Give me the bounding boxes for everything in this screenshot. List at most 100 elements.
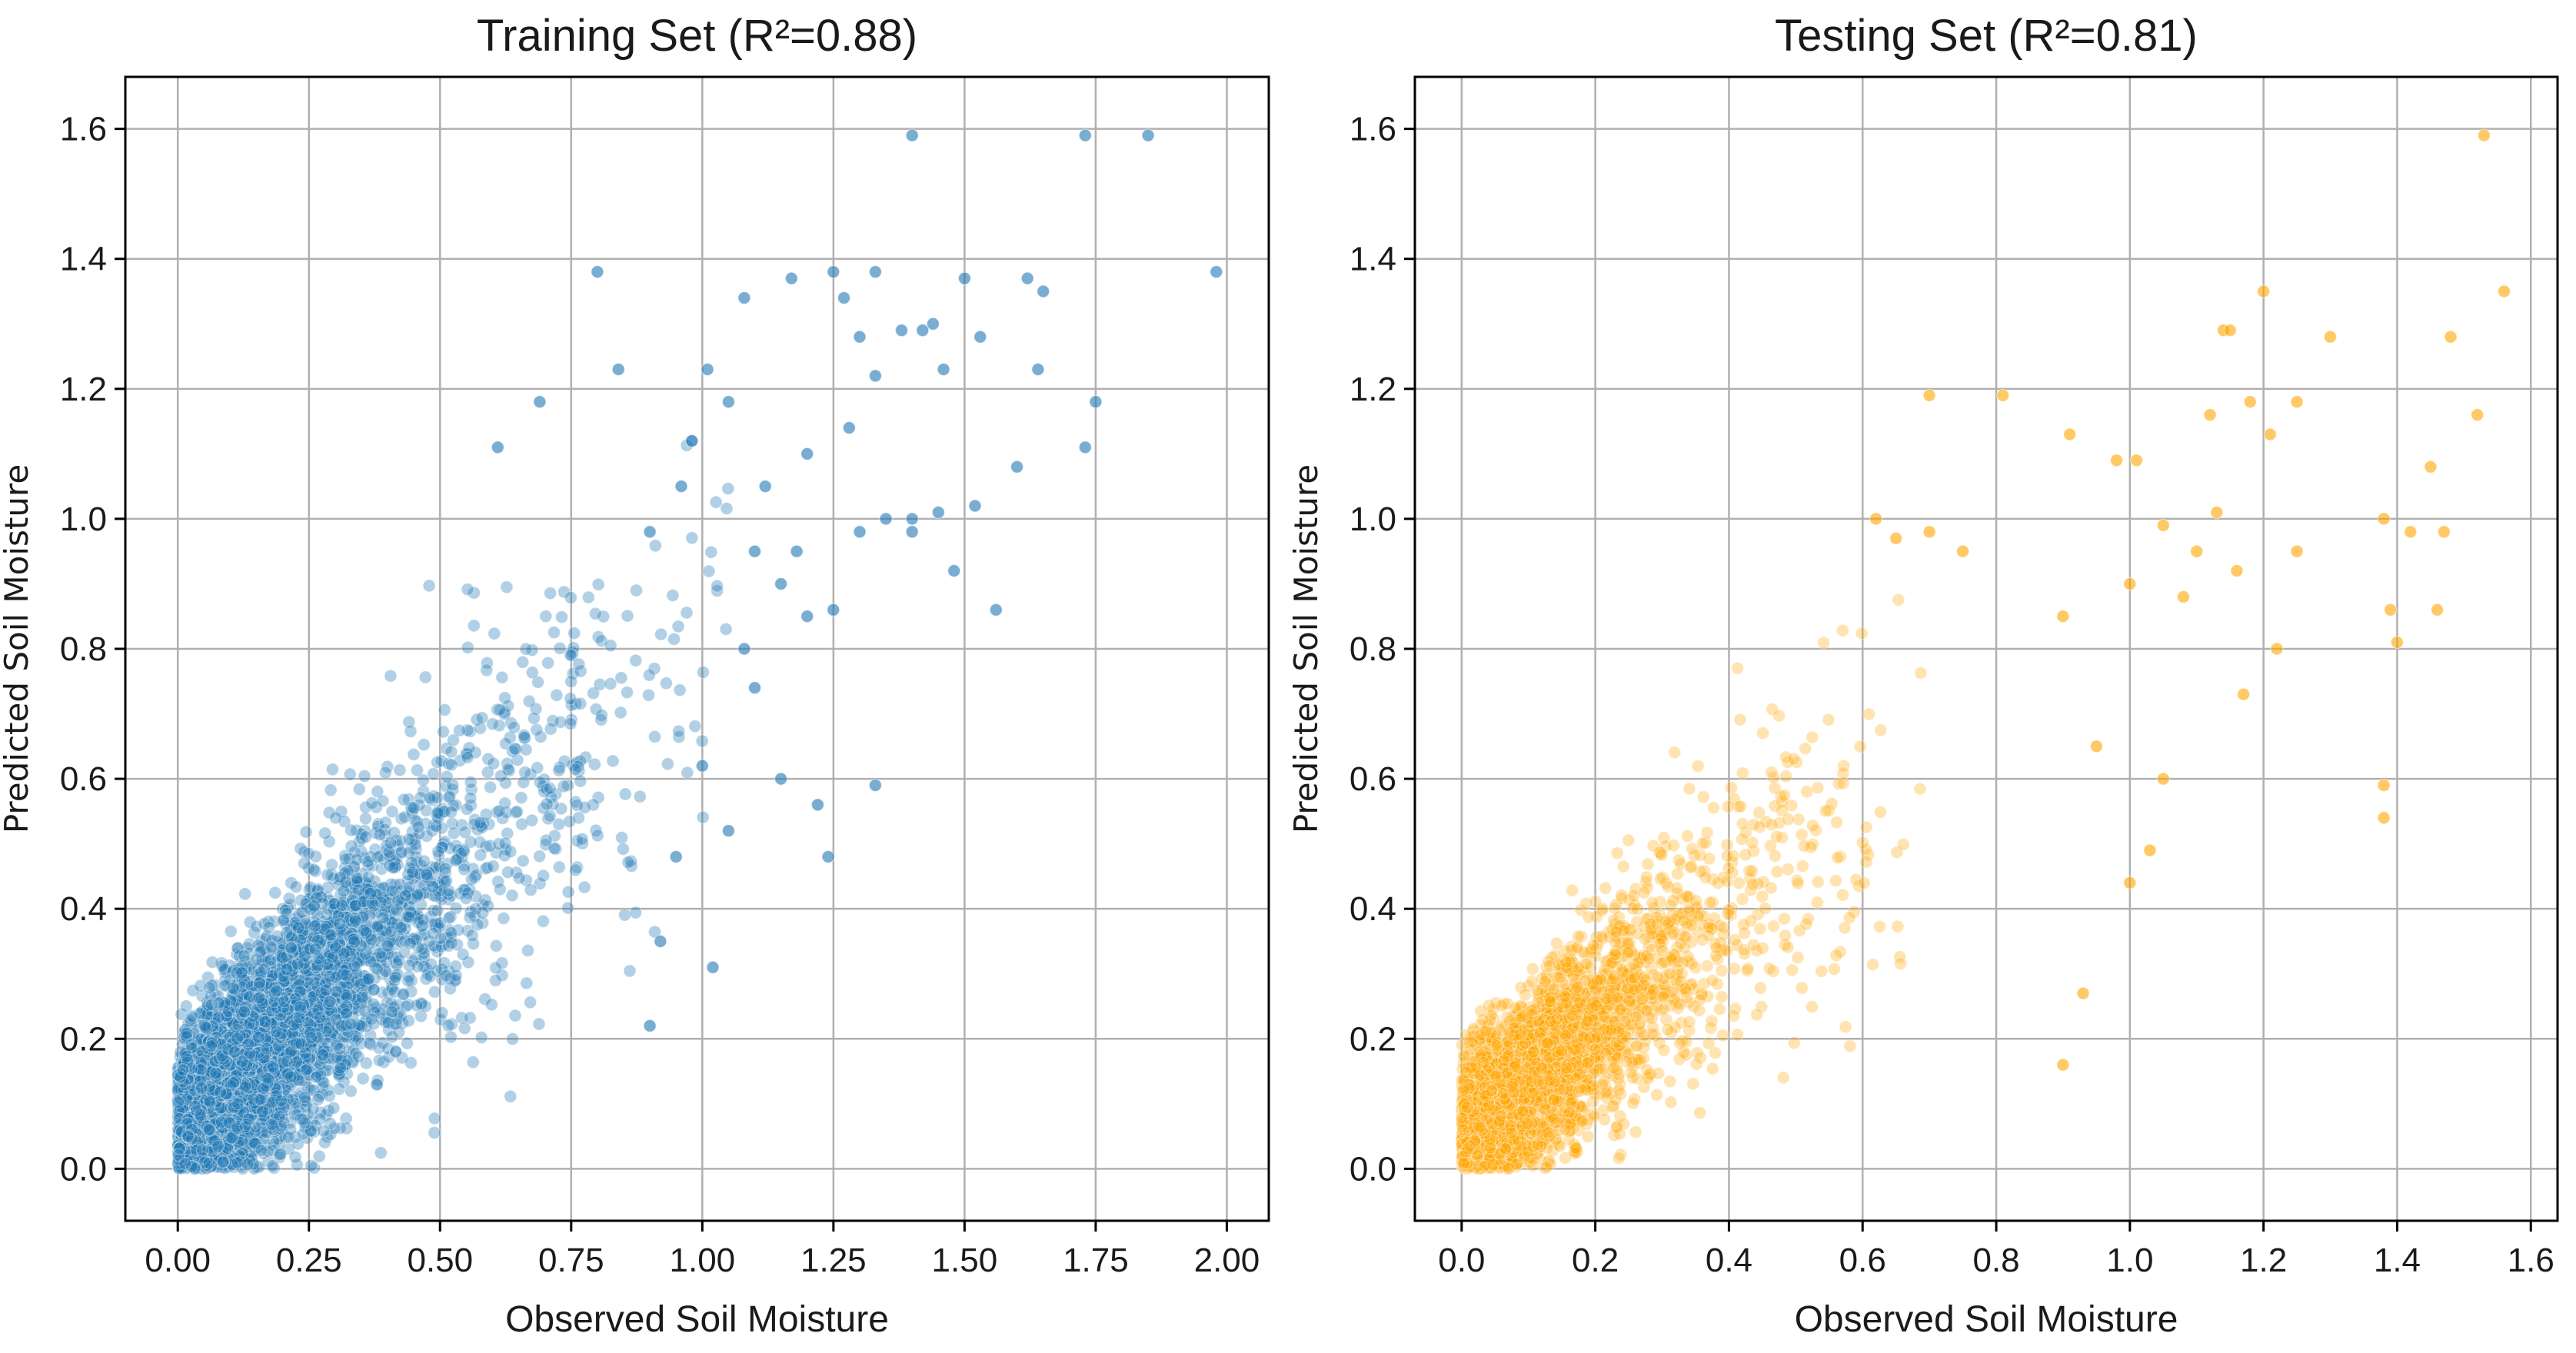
training-data-point <box>422 579 436 593</box>
training-data-point <box>243 1049 257 1063</box>
training-data-point <box>228 1099 242 1112</box>
training-data-point <box>411 820 425 834</box>
training-data-point <box>614 706 627 720</box>
training-data-point <box>577 800 592 815</box>
training-data-point <box>444 805 458 819</box>
training-data-point <box>301 997 315 1012</box>
training-data-point <box>254 1060 268 1074</box>
training-data-point <box>628 906 643 919</box>
training-data-point <box>463 1011 477 1025</box>
training-data-point <box>696 665 711 680</box>
training-data-point <box>452 723 467 737</box>
training-data-point <box>667 632 681 647</box>
training-data-point <box>287 983 301 997</box>
training-data-point <box>197 1069 211 1083</box>
training-data-point <box>219 1129 233 1143</box>
training-data-point <box>344 1084 358 1098</box>
training-data-point <box>308 919 321 933</box>
training-data-point <box>378 766 392 780</box>
training-data-point <box>319 982 333 996</box>
training-data-point <box>352 782 366 796</box>
training-data-point <box>466 1055 480 1069</box>
training-data-point <box>202 1125 216 1139</box>
training-data-point <box>177 1069 191 1083</box>
training-data-point <box>386 860 400 875</box>
training-data-point <box>508 1009 522 1022</box>
training-data-point <box>350 872 364 886</box>
training-data-point <box>345 922 359 936</box>
training-data-point <box>393 763 407 777</box>
training-data-point <box>574 696 587 710</box>
training-data-point <box>564 674 578 689</box>
training-data-point <box>191 1116 205 1131</box>
training-data-point <box>591 829 604 843</box>
training-data-point <box>388 970 402 985</box>
training-data-point <box>411 959 424 974</box>
training-data-point <box>365 796 379 810</box>
training-data-point <box>243 1020 257 1034</box>
training-data-point <box>283 898 298 912</box>
training-data-point <box>308 899 321 913</box>
training-data-point <box>191 1093 205 1107</box>
training-data-point <box>588 607 603 620</box>
training-data-point <box>531 761 544 775</box>
training-data-point <box>185 1009 199 1023</box>
training-data-point <box>566 758 580 772</box>
training-data-point <box>192 1095 206 1109</box>
training-data-point <box>205 955 219 969</box>
training-data-point <box>568 863 583 877</box>
training-data-point <box>178 1119 192 1133</box>
training-data-point <box>192 1019 206 1032</box>
training-data-point <box>406 866 421 879</box>
training-data-point <box>333 870 348 884</box>
training-data-point <box>523 996 537 1009</box>
training-data-point <box>444 1030 458 1044</box>
training-data-point <box>358 812 373 826</box>
training-data-point <box>431 806 444 820</box>
training-data-point <box>402 832 416 846</box>
training-data-point <box>255 1099 268 1112</box>
training-data-point <box>173 1132 187 1145</box>
training-data-point <box>438 703 451 717</box>
training-data-point <box>467 619 481 633</box>
training-data-point <box>179 1091 193 1105</box>
training-data-point <box>178 1112 191 1127</box>
training-data-point <box>434 1012 448 1027</box>
training-data-point <box>720 501 734 516</box>
training-data-point <box>188 1134 201 1148</box>
training-data-point <box>654 627 668 641</box>
training-data-point <box>224 924 238 939</box>
training-data-point <box>266 1072 281 1086</box>
training-data-point <box>356 894 370 908</box>
training-data-point <box>443 790 457 803</box>
training-data-point <box>547 625 561 640</box>
training-data-point <box>623 964 637 978</box>
training-data-point <box>295 1022 308 1037</box>
training-data-point <box>505 889 519 903</box>
training-data-point <box>225 1027 238 1042</box>
training-data-point <box>407 801 421 815</box>
training-data-point <box>184 1143 198 1158</box>
training-data-point <box>401 974 415 988</box>
training-data-point <box>517 775 531 790</box>
training-data-point <box>242 1059 256 1073</box>
training-data-point <box>550 688 564 702</box>
training-data-point <box>426 860 440 874</box>
training-data-point <box>361 972 375 986</box>
training-data-point <box>228 1072 241 1086</box>
training-data-point <box>549 842 563 856</box>
training-data-point <box>441 1019 455 1032</box>
training-data-point <box>484 998 498 1012</box>
training-data-point <box>428 1112 441 1125</box>
training-data-point <box>439 969 453 982</box>
training-data-point <box>522 694 536 708</box>
training-data-point <box>702 564 716 578</box>
training-data-point <box>442 911 456 925</box>
training-data-point <box>337 884 351 898</box>
training-data-point <box>316 1048 330 1062</box>
training-data-point <box>190 1125 204 1139</box>
training-data-point <box>238 1095 252 1109</box>
training-data-point <box>567 626 581 640</box>
training-data-point <box>561 885 575 899</box>
